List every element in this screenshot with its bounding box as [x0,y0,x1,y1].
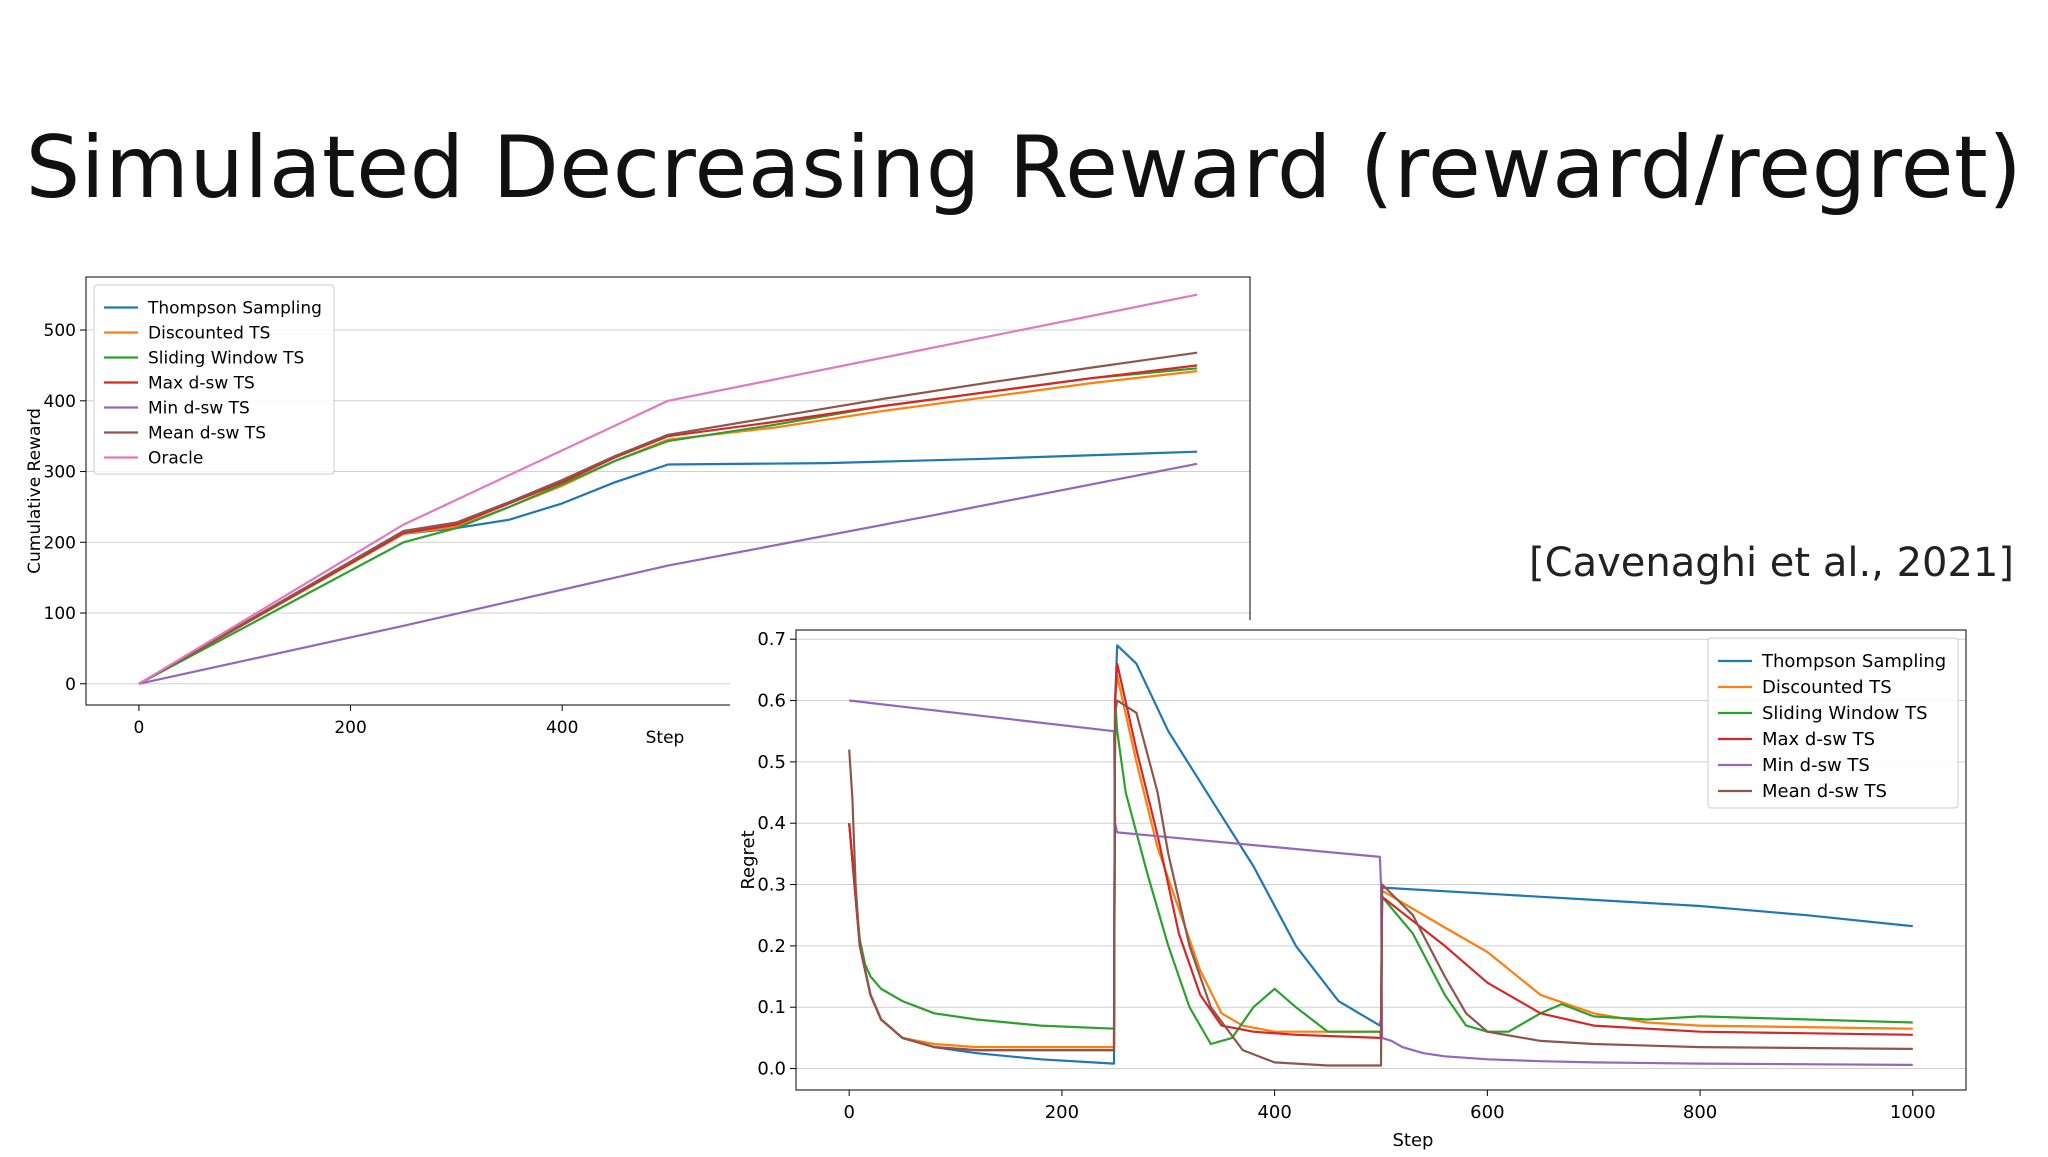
reward-ytick-label: 500 [44,321,76,341]
regret-xtick-label: 800 [1683,1102,1717,1123]
regret-xlabel: Step [1393,1130,1434,1151]
reward-xlabel: Step [646,728,685,748]
reward-series-min-d-sw-ts [138,462,1198,685]
reward-legend-label: Oracle [148,449,203,469]
regret-legend-label: Mean d-sw TS [1762,781,1887,802]
regret-chart: 0.0 0.1 0.2 0.3 0.4 0.5 0.6 0.7 0 200 400 600 800 100… [730,620,2048,1152]
reward-xtick-label: 400 [546,718,578,738]
reward-ytick-label: 400 [44,392,76,412]
reward-xtick-label: 0 [133,718,144,738]
regret-ytick-label: 0.2 [757,936,786,957]
citation: [Cavenaghi et al., 2021] [1529,540,2014,586]
regret-xtick-label: 0 [843,1102,854,1123]
reward-legend-label: Discounted TS [148,324,270,344]
reward-legend-label: Max d-sw TS [148,374,255,394]
regret-ytick-label: 0.5 [757,752,786,773]
regret-plot-frame [795,629,1967,1091]
reward-ylabel: Cumulative Reward [25,408,45,574]
regret-series-mean-d-sw-ts [848,699,1913,1067]
reward-series-oracle [138,293,1198,685]
regret-ytick-label: 0.1 [757,997,786,1018]
reward-series-mean-d-sw-ts [138,351,1198,685]
regret-legend-label: Thompson Sampling [1761,651,1946,672]
reward-plot-frame [85,276,1251,706]
reward-legend-label: Mean d-sw TS [148,424,266,444]
reward-ytick-label: 300 [44,463,76,483]
regret-legend-label: Min d-sw TS [1762,755,1870,776]
regret-xtick-label: 400 [1257,1102,1291,1123]
regret-series-min-d-sw-ts [849,699,1913,1066]
regret-ytick-label: 0.7 [757,629,786,650]
reward-legend-label: Thompson Sampling [147,299,322,319]
reward-legend-label: Min d-sw TS [148,399,250,419]
regret-xtick-label: 1000 [1890,1102,1936,1123]
regret-legend-label: Max d-sw TS [1762,729,1875,750]
reward-ytick-label: 100 [44,604,76,624]
regret-legend-label: Sliding Window TS [1762,703,1928,724]
reward-legend [93,284,335,475]
regret-ylabel: Regret [738,830,759,889]
slide-title: Simulated Decreasing Reward (reward/regr… [25,118,2023,218]
reward-ytick-label: 200 [44,533,76,553]
regret-ytick-label: 0.0 [757,1059,786,1080]
cumulative-reward-svg: 0 100 200 300 400 500 0 200 400 Step Cumulative Re… [25,276,1251,748]
regret-series-sliding-window-ts [848,699,1913,1046]
regret-xtick-label: 600 [1470,1102,1504,1123]
regret-ytick-label: 0.3 [757,875,786,896]
reward-legend-label: Sliding Window TS [148,349,304,369]
reward-xtick-label: 200 [334,718,366,738]
regret-xtick-label: 200 [1045,1102,1079,1123]
regret-legend-label: Discounted TS [1762,677,1892,698]
cumulative-reward-chart: 0 100 200 300 400 500 0 200 400 Step Cumulative Re… [0,255,1280,765]
regret-legend [1707,637,1959,809]
regret-svg: 0.0 0.1 0.2 0.3 0.4 0.5 0.6 0.7 0 200 400 600 800 100… [738,629,1967,1151]
regret-ytick-label: 0.6 [757,691,786,712]
regret-ytick-label: 0.4 [757,813,786,834]
reward-ytick-label: 0 [65,675,76,695]
reward-series-max-d-sw-ts [138,364,1198,685]
